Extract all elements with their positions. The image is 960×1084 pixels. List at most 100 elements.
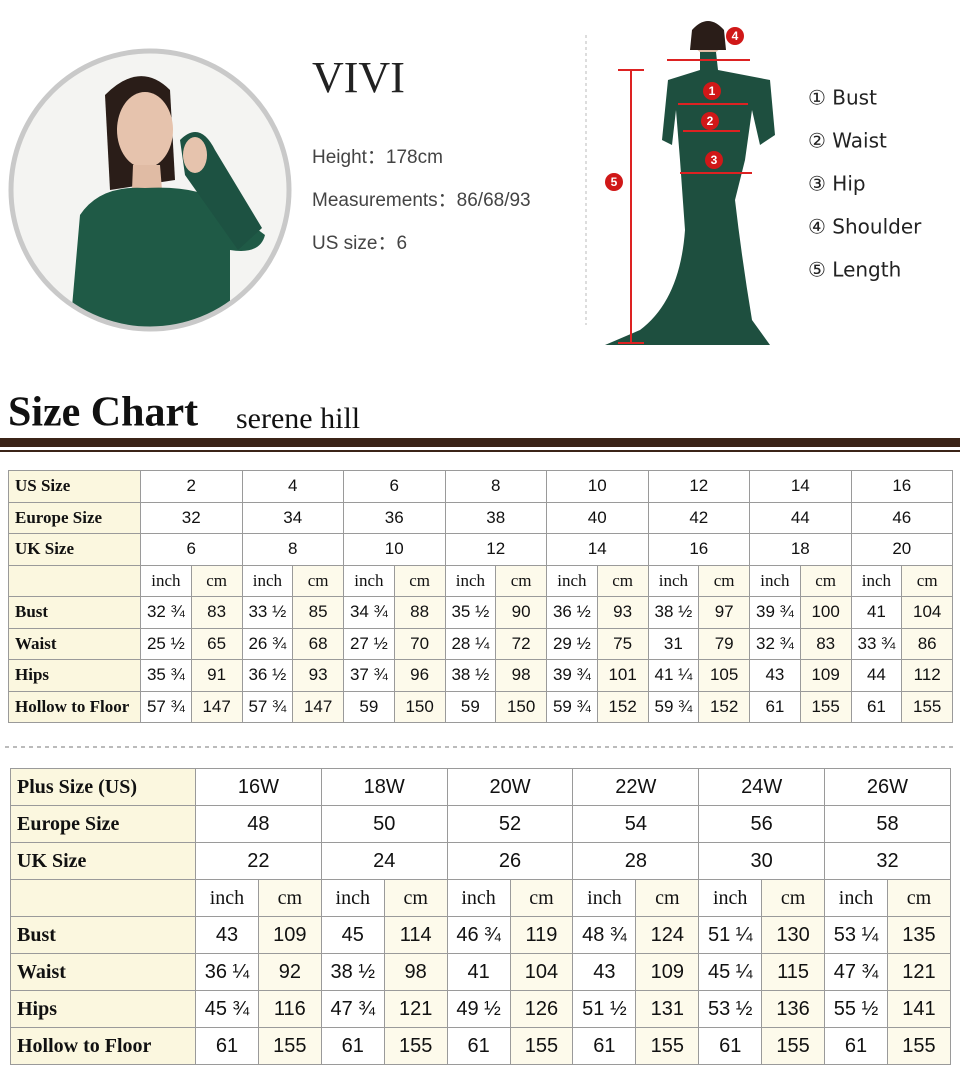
measure-cell: 135 (886, 916, 951, 954)
row-label: Hips (8, 659, 141, 692)
measure-cell: 93 (292, 659, 344, 692)
size-cell: 24W (698, 768, 826, 806)
measure-cell: 121 (886, 953, 951, 991)
row-label: Europe Size (10, 805, 196, 843)
measure-cell: 130 (761, 916, 826, 954)
photo-frame (8, 48, 292, 332)
separator (5, 746, 955, 748)
measure-cell: 41 (850, 596, 903, 629)
blank-cell (10, 879, 196, 917)
legend-item: ④ Shoulder (808, 215, 922, 239)
unit-cell: inch (195, 879, 259, 917)
size-cell: 56 (698, 805, 826, 843)
unit-cell: cm (190, 564, 243, 597)
measure-cell: 33 ¾ (850, 627, 903, 660)
unit-cell: cm (292, 564, 344, 597)
measure-cell: 83 (799, 627, 852, 660)
measure-cell: 152 (698, 690, 751, 723)
measure-cell: 155 (761, 1027, 826, 1065)
unit-cell: inch (647, 564, 700, 597)
measure-cell: 155 (635, 1027, 700, 1065)
unit-cell: cm (799, 564, 852, 597)
measure-cell: 114 (383, 916, 448, 954)
measure-cell: 44 (850, 659, 903, 692)
measure-cell: 155 (383, 1027, 448, 1065)
row-label: UK Size (10, 842, 196, 880)
marker-number: 3 (711, 153, 718, 167)
model-detail: US size：6 (312, 233, 407, 254)
measure-cell: 141 (886, 990, 951, 1028)
size-cell: 32 (140, 501, 243, 534)
measure-cell: 100 (799, 596, 852, 629)
measure-cell: 53 ½ (698, 990, 763, 1028)
size-cell: 22 (195, 842, 322, 880)
measure-cell: 43 (195, 916, 259, 954)
size-cell: 18W (320, 768, 448, 806)
measure-cell: 37 ¾ (343, 659, 395, 692)
measure-cell: 48 ¾ (572, 916, 637, 954)
measure-cell: 61 (195, 1027, 259, 1065)
measure-cell: 57 ¾ (140, 690, 192, 723)
brand: serene hill (236, 402, 360, 435)
size-cell: 16 (850, 470, 954, 503)
measure-cell: 39 ¾ (749, 596, 801, 629)
measure-cell: 104 (509, 953, 574, 991)
row-label: Hollow to Floor (10, 1027, 196, 1065)
marker-dot (605, 173, 623, 191)
unit-cell: inch (749, 564, 801, 597)
measure-cell: 25 ½ (140, 627, 192, 660)
markers: 1 2 3 4 5 (605, 27, 744, 191)
legend-item: ② Waist (808, 129, 887, 153)
measure-cell: 131 (635, 990, 700, 1028)
measure-cell: 39 ¾ (546, 659, 598, 692)
size-cell: 54 (572, 805, 700, 843)
measure-cell: 43 (749, 659, 801, 692)
measure-lines (618, 59, 752, 344)
unit-cell: cm (257, 879, 322, 917)
measure-cell: 72 (495, 627, 547, 660)
size-cell: 50 (320, 805, 448, 843)
size-cell: 24 (320, 842, 448, 880)
size-cell: 8 (241, 533, 344, 566)
size-cell: 42 (647, 501, 751, 534)
measure-cell: 136 (761, 990, 826, 1028)
measure-cell: 96 (393, 659, 446, 692)
measure-cell: 47 ¾ (824, 953, 888, 991)
measure-cell: 75 (596, 627, 649, 660)
measure-cell: 32 ¾ (140, 596, 192, 629)
measure-cell: 101 (596, 659, 649, 692)
size-cell: 52 (446, 805, 574, 843)
measure-cell: 115 (761, 953, 826, 991)
size-cell: 44 (749, 501, 852, 534)
measure-cell: 70 (393, 627, 446, 660)
unit-cell: inch (140, 564, 192, 597)
section-title: Size Chart (8, 390, 198, 436)
measure-cell: 28 ¼ (444, 627, 497, 660)
unit-cell: cm (596, 564, 649, 597)
measure-cell: 126 (509, 990, 574, 1028)
size-cell: 20W (446, 768, 574, 806)
row-label: US Size (8, 470, 141, 503)
table-row: Bust 32 ¾ 83 33 ½ 85 34 ¾ 88 35 ½ 90 36 ½ 93 38 ½ 97… (8, 596, 954, 629)
measure-cell: 119 (509, 916, 574, 954)
measure-cell: 49 ½ (446, 990, 511, 1028)
size-cell: 40 (546, 501, 649, 534)
measure-cell: 34 ¾ (343, 596, 395, 629)
row-label: Europe Size (8, 501, 141, 534)
measure-cell: 155 (901, 690, 954, 723)
measure-cell: 59 (444, 690, 497, 723)
measure-cell: 68 (292, 627, 344, 660)
measure-cell: 155 (799, 690, 852, 723)
measure-cell: 38 ½ (320, 953, 385, 991)
legend-item: ① Bust (808, 86, 877, 110)
size-cell: 48 (195, 805, 322, 843)
measure-cell: 109 (799, 659, 852, 692)
measure-cell: 98 (495, 659, 547, 692)
row-label: Hollow to Floor (8, 690, 141, 723)
table-row: Hips 45 ¾ 116 47 ¾ 121 49 ½ 126 51 ½ 131 53 ½ 136 5… (10, 990, 951, 1028)
unit-cell: inch (698, 879, 763, 917)
measure-cell: 61 (850, 690, 903, 723)
unit-cell: inch (446, 879, 511, 917)
